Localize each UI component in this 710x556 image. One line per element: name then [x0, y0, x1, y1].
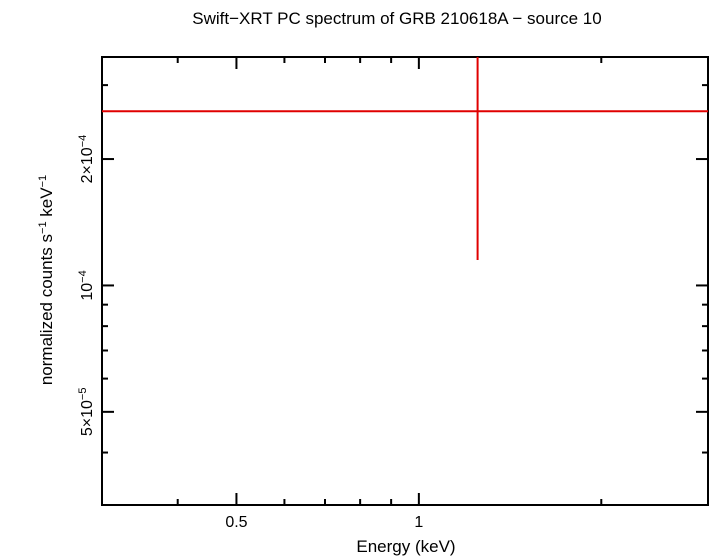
data-series	[102, 57, 708, 260]
x-tick-label: 1	[414, 514, 423, 531]
y-tick-label: 2×10−4	[77, 135, 96, 184]
y-tick-label: 5×10−5	[77, 388, 96, 437]
x-tick-label: 0.5	[225, 514, 247, 531]
y-tick-label: 10−4	[77, 270, 96, 300]
chart-title: Swift−XRT PC spectrum of GRB 210618A − s…	[192, 9, 601, 28]
plot-frame	[101, 56, 709, 506]
data-point	[102, 57, 708, 260]
tick-labels: 0.5 1 5×10−5 10−4 2×10−4	[77, 135, 423, 531]
y-axis-label: normalized counts s−1 keV−1	[37, 175, 56, 385]
axis-ticks	[101, 57, 709, 506]
x-axis-label: Energy (keV)	[356, 537, 455, 556]
